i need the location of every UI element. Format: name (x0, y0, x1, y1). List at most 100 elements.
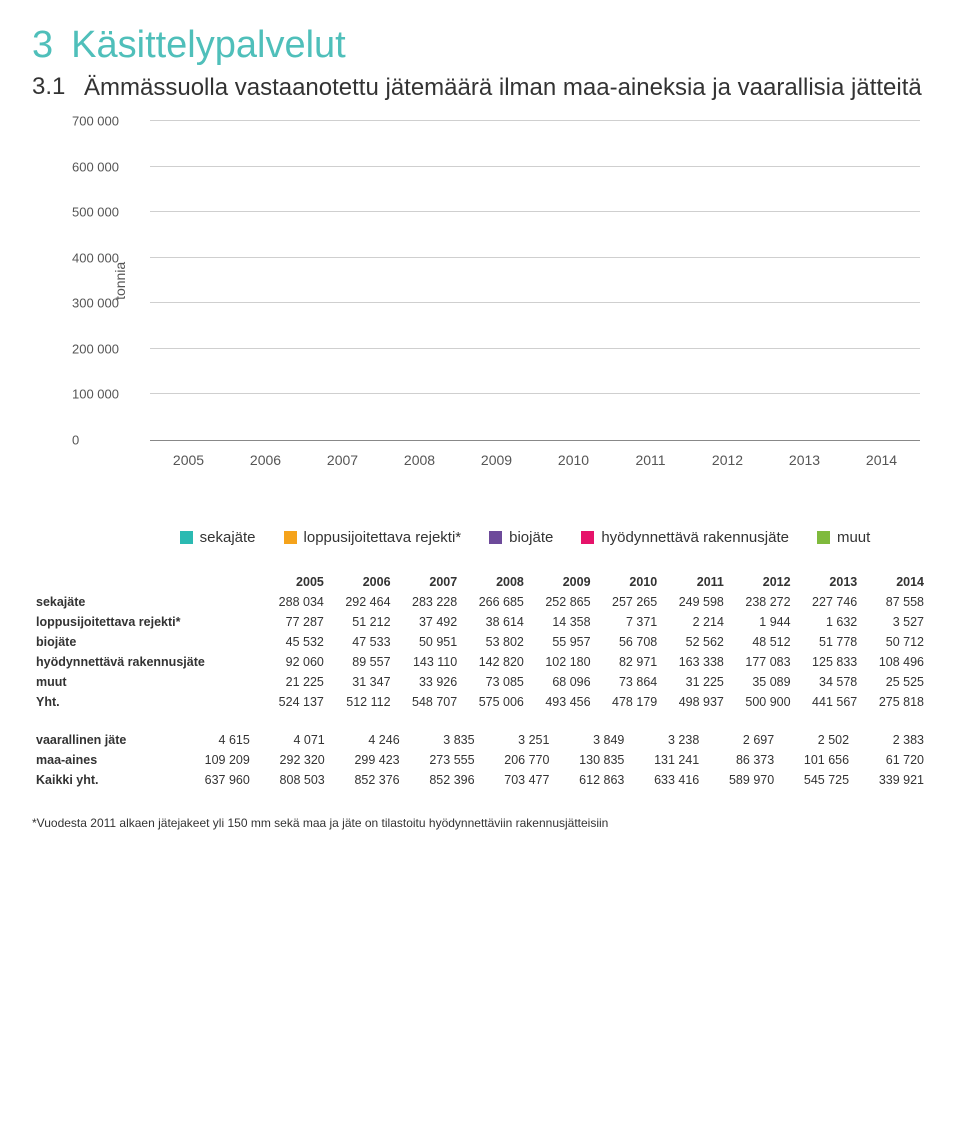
section-heading: 3 Käsittelypalvelut (32, 24, 928, 67)
gridline (150, 120, 920, 121)
table-col-header: 2007 (395, 572, 462, 592)
table-cell: 852 376 (329, 770, 404, 790)
table-cell: 125 833 (795, 652, 862, 672)
table-cell: 808 503 (254, 770, 329, 790)
y-tick-label: 0 (72, 433, 79, 448)
table-cell: 163 338 (661, 652, 728, 672)
x-tick-label: 2008 (392, 452, 448, 468)
table-cell: 633 416 (628, 770, 703, 790)
stacked-bar-chart: tonnia 200520062007200820092010201120122… (60, 121, 920, 481)
x-tick-label: 2005 (161, 452, 217, 468)
legend-label: biojäte (509, 529, 553, 546)
table-row: biojäte45 53247 53350 95153 80255 95756 … (32, 632, 928, 652)
table-cell: 55 957 (528, 632, 595, 652)
table-cell: 50 951 (395, 632, 462, 652)
table-cell: 130 835 (553, 750, 628, 770)
table-cell: 56 708 (595, 632, 662, 652)
table-cell: 441 567 (795, 692, 862, 712)
legend-swatch (284, 531, 297, 544)
row-label: Kaikki yht. (32, 770, 179, 790)
table-cell: 35 089 (728, 672, 795, 692)
table-cell: 478 179 (595, 692, 662, 712)
table-col-header: 2008 (461, 572, 528, 592)
table-cell: 3 527 (861, 612, 928, 632)
legend-swatch (581, 531, 594, 544)
table-cell: 252 865 (528, 592, 595, 612)
table-cell: 51 778 (795, 632, 862, 652)
row-label: loppusijoitettava rejekti* (32, 612, 261, 632)
legend-label: muut (837, 529, 870, 546)
legend-swatch (817, 531, 830, 544)
table-cell: 21 225 (261, 672, 328, 692)
table-cell: 31 347 (328, 672, 395, 692)
table-cell: 288 034 (261, 592, 328, 612)
table-cell: 512 112 (328, 692, 395, 712)
x-tick-label: 2011 (623, 452, 679, 468)
table-cell: 73 085 (461, 672, 528, 692)
table-cell: 2 383 (853, 730, 928, 750)
gridline (150, 348, 920, 349)
table-cell: 47 533 (328, 632, 395, 652)
gridline (150, 302, 920, 303)
table-col-header: 2010 (595, 572, 662, 592)
x-tick-label: 2014 (854, 452, 910, 468)
table-cell: 1 944 (728, 612, 795, 632)
table-cell: 500 900 (728, 692, 795, 712)
table-cell: 33 926 (395, 672, 462, 692)
gridline (150, 257, 920, 258)
table-cell: 1 632 (795, 612, 862, 632)
table-cell: 637 960 (179, 770, 254, 790)
table-cell: 53 802 (461, 632, 528, 652)
y-tick-label: 600 000 (72, 159, 119, 174)
table-cell: 48 512 (728, 632, 795, 652)
table-cell: 14 358 (528, 612, 595, 632)
legend-item: biojäte (489, 529, 553, 546)
table-cell: 498 937 (661, 692, 728, 712)
table-cell: 177 083 (728, 652, 795, 672)
row-label: biojäte (32, 632, 261, 652)
table-cell: 73 864 (595, 672, 662, 692)
table-col-header: 2005 (261, 572, 328, 592)
table-row: maa-aines109 209292 320299 423273 555206… (32, 750, 928, 770)
table-cell: 612 863 (553, 770, 628, 790)
x-tick-label: 2007 (315, 452, 371, 468)
table-cell: 87 558 (861, 592, 928, 612)
table-cell: 50 712 (861, 632, 928, 652)
legend-label: sekajäte (200, 529, 256, 546)
table-cell: 266 685 (461, 592, 528, 612)
table-cell: 575 006 (461, 692, 528, 712)
table-col-header: 2014 (861, 572, 928, 592)
x-tick-label: 2009 (469, 452, 525, 468)
x-tick-label: 2010 (546, 452, 602, 468)
gridline (150, 166, 920, 167)
table-cell: 51 212 (328, 612, 395, 632)
table-col-header: 2011 (661, 572, 728, 592)
table-cell: 4 615 (179, 730, 254, 750)
legend-item: loppusijoitettava rejekti* (284, 529, 462, 546)
legend-label: hyödynnettävä rakennusjäte (601, 529, 789, 546)
table-cell: 292 464 (328, 592, 395, 612)
table-cell: 102 180 (528, 652, 595, 672)
gridline (150, 393, 920, 394)
table-cell: 275 818 (861, 692, 928, 712)
table-cell: 143 110 (395, 652, 462, 672)
legend-item: hyödynnettävä rakennusjäte (581, 529, 789, 546)
table-cell: 89 557 (328, 652, 395, 672)
table-cell: 86 373 (703, 750, 778, 770)
table-cell: 92 060 (261, 652, 328, 672)
y-tick-label: 700 000 (72, 114, 119, 129)
data-table-main: 2005200620072008200920102011201220132014… (32, 572, 928, 712)
table-cell: 108 496 (861, 652, 928, 672)
table-cell: 545 725 (778, 770, 853, 790)
table-cell: 82 971 (595, 652, 662, 672)
legend-swatch (489, 531, 502, 544)
legend-item: muut (817, 529, 870, 546)
plot-area: 2005200620072008200920102011201220132014… (150, 121, 920, 441)
table-cell: 45 532 (261, 632, 328, 652)
table-cell: 227 746 (795, 592, 862, 612)
row-label: vaarallinen jäte (32, 730, 179, 750)
x-tick-label: 2006 (238, 452, 294, 468)
row-label: sekajäte (32, 592, 261, 612)
chart-legend: sekajäte loppusijoitettava rejekti* biojät… (122, 529, 928, 546)
table-cell: 3 835 (404, 730, 479, 750)
